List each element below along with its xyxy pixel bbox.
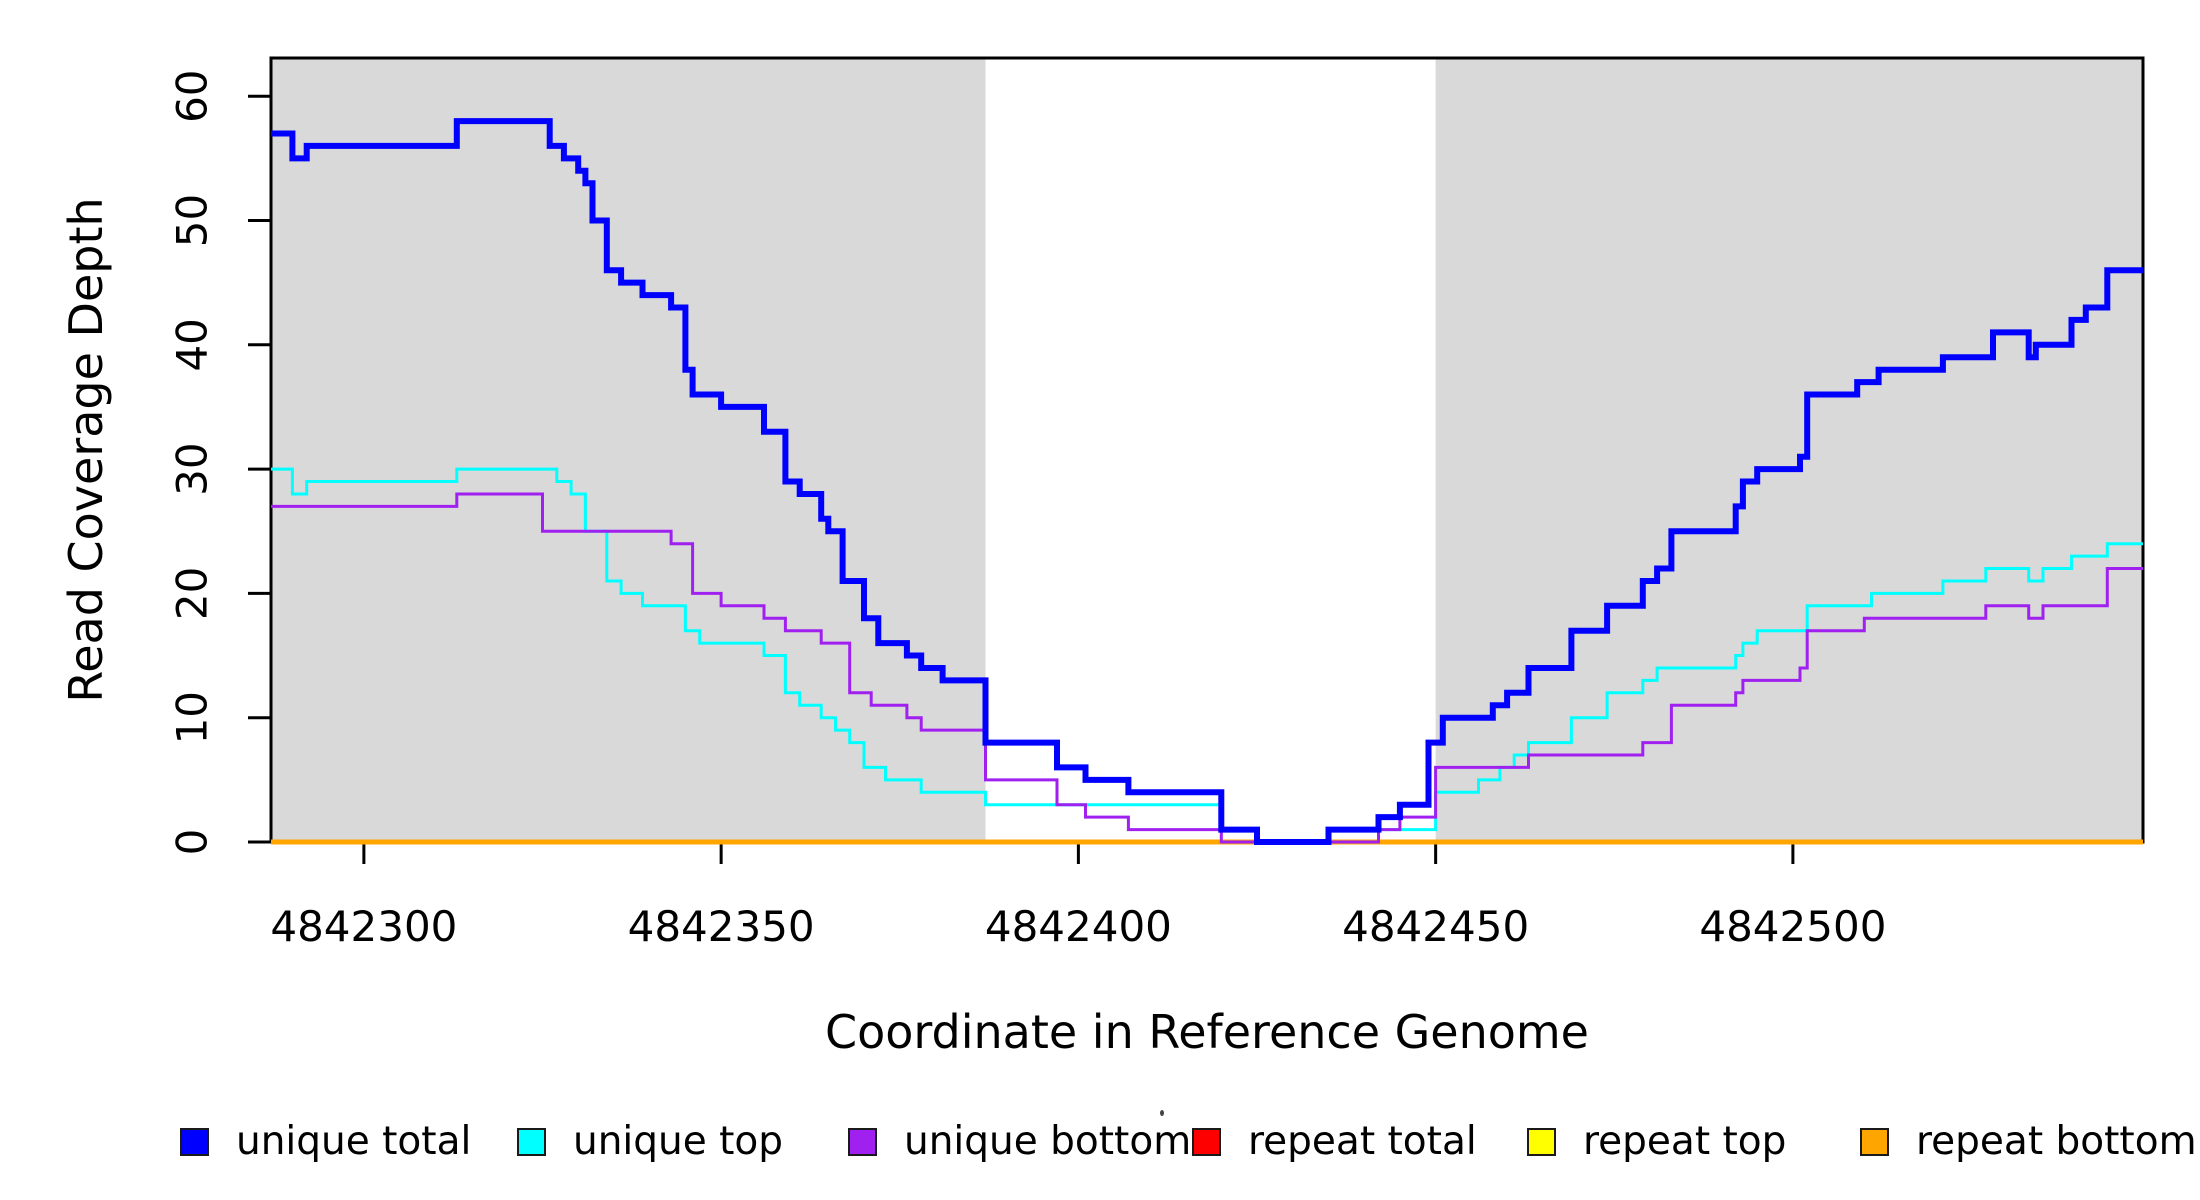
shaded-region-0 [271,58,986,842]
y-axis-title: Read Coverage Depth [59,197,113,703]
shaded-region-1 [1435,58,2143,842]
y-tick-label: 20 [168,567,217,620]
x-tick-label: 4842500 [1699,902,1886,951]
stray-dot [1160,1110,1164,1116]
x-tick-label: 4842300 [270,902,457,951]
y-tick-label: 60 [168,69,217,122]
y-tick-label: 50 [168,194,217,247]
x-tick-label: 4842350 [628,902,815,951]
x-axis-title: Coordinate in Reference Genome [825,1005,1589,1059]
y-tick-label: 0 [168,829,217,856]
x-tick-label: 4842450 [1342,902,1529,951]
series-line-unique-total [271,118,2143,845]
y-tick-label: 30 [168,442,217,495]
y-tick-label: 40 [168,318,217,371]
x-tick-label: 4842400 [985,902,1172,951]
series-line-unique-bottom [271,492,2143,844]
y-tick-label: 10 [168,691,217,744]
